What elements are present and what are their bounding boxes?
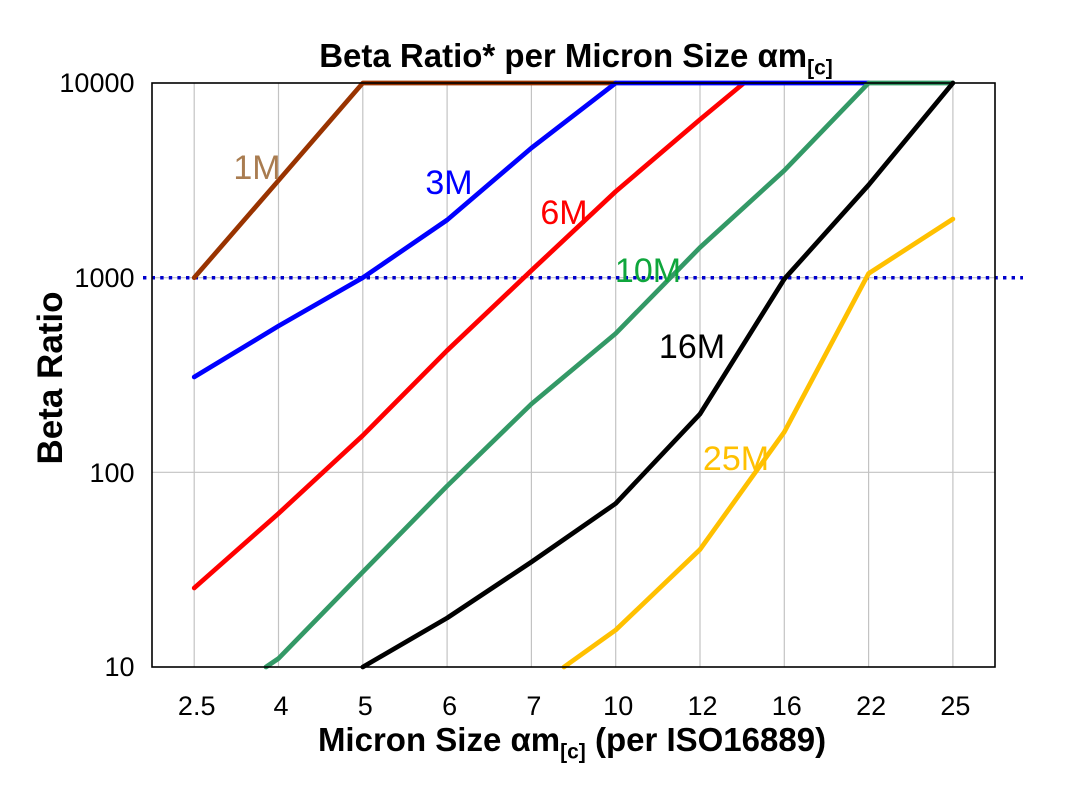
svg-text:Beta Ratio* per Micron Size αm: Beta Ratio* per Micron Size αm[c] (319, 37, 833, 80)
svg-text:Beta Ratio: Beta Ratio (31, 291, 70, 464)
svg-text:3M: 3M (425, 164, 472, 202)
svg-text:100: 100 (89, 458, 134, 488)
svg-text:12: 12 (687, 691, 717, 721)
svg-text:16: 16 (772, 691, 802, 721)
svg-text:10M: 10M (615, 252, 681, 290)
svg-text:25M: 25M (703, 440, 769, 478)
svg-text:16M: 16M (659, 328, 725, 366)
svg-text:1000: 1000 (74, 263, 134, 293)
svg-text:6M: 6M (540, 194, 587, 232)
svg-text:Micron Size αm[c] (per ISO1688: Micron Size αm[c] (per ISO16889) (318, 721, 826, 764)
svg-text:22: 22 (856, 691, 886, 721)
svg-text:5: 5 (358, 691, 373, 721)
svg-text:2.5: 2.5 (178, 691, 216, 721)
svg-text:6: 6 (442, 691, 457, 721)
svg-text:4: 4 (273, 691, 288, 721)
svg-text:7: 7 (526, 691, 541, 721)
svg-text:10000: 10000 (59, 68, 134, 98)
svg-text:10: 10 (104, 652, 134, 682)
svg-text:1M: 1M (233, 149, 280, 187)
svg-text:10: 10 (603, 691, 633, 721)
svg-text:25: 25 (940, 691, 970, 721)
